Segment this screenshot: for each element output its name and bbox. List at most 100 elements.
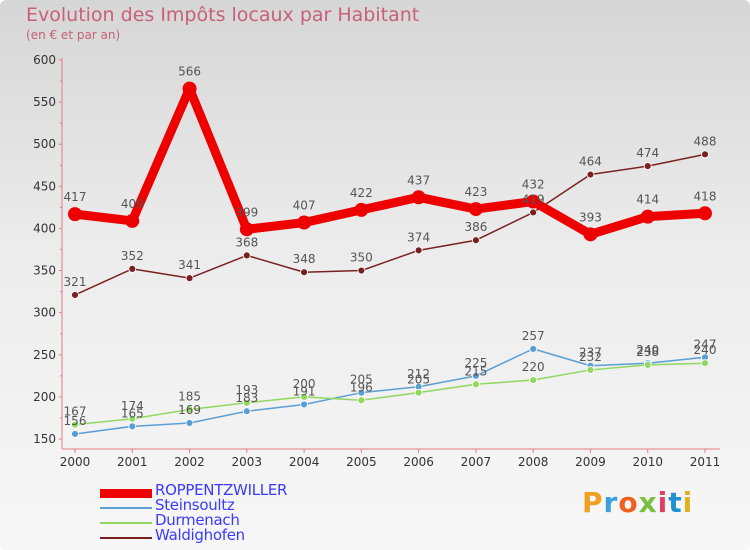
data-point [300, 400, 308, 409]
y-tick-label: 200 [33, 390, 56, 404]
legend-swatch-roppentzwiller [100, 489, 152, 498]
data-point [357, 396, 366, 405]
data-point [526, 194, 541, 209]
data-label: 156 [64, 414, 87, 428]
data-point [128, 422, 137, 431]
logo-letter: P [582, 486, 604, 519]
logo-letter: r [603, 486, 619, 519]
data-label: 407 [293, 199, 316, 213]
data-label: 237 [579, 346, 602, 360]
data-point [411, 190, 426, 205]
y-tick-label: 450 [33, 179, 56, 193]
data-label: 352 [121, 249, 144, 263]
data-label: 488 [694, 134, 717, 148]
data-label: 165 [121, 406, 144, 420]
data-point [185, 405, 194, 414]
data-label: 350 [350, 251, 373, 265]
data-point [182, 81, 197, 96]
data-label: 321 [64, 275, 87, 289]
data-label: 341 [178, 258, 201, 272]
logo-letter: x [638, 486, 658, 519]
data-label: 220 [522, 360, 545, 374]
data-point [643, 162, 652, 171]
chart-subtitle: (en € et par an) [26, 28, 121, 42]
data-point [185, 419, 194, 427]
data-point [239, 222, 254, 237]
x-tick-label: 2000 [60, 455, 91, 469]
data-label: 200 [293, 377, 316, 391]
y-tick-label: 250 [33, 348, 56, 362]
data-label: 437 [407, 173, 430, 187]
data-point [472, 371, 480, 380]
data-label: 167 [64, 405, 87, 419]
series-line-waldighofen [74, 153, 706, 296]
data-point [529, 208, 538, 217]
data-point [414, 246, 423, 255]
data-label: 257 [522, 329, 545, 343]
data-label: 374 [407, 230, 430, 244]
data-label: 174 [121, 399, 144, 413]
data-label: 240 [636, 343, 659, 357]
legend-label: Waldighofen [155, 526, 245, 544]
data-point [586, 366, 595, 374]
y-tick-label: 300 [33, 306, 56, 320]
logo-letter: i [657, 486, 669, 519]
data-label: 418 [694, 189, 717, 203]
data-point [468, 202, 483, 217]
x-tick-label: 2001 [117, 455, 148, 469]
data-point [125, 213, 140, 228]
logo-letter: o [618, 486, 639, 519]
data-label: 474 [636, 146, 659, 160]
data-point [128, 414, 137, 423]
data-point [357, 388, 366, 397]
data-point [698, 206, 712, 221]
data-label: 240 [694, 343, 717, 357]
series-line-durmenach [74, 362, 706, 426]
data-label: 196 [350, 380, 373, 394]
data-label: 193 [235, 383, 258, 397]
x-tick-label: 2011 [690, 455, 721, 469]
y-tick-label: 600 [33, 53, 56, 67]
data-point [583, 227, 598, 242]
y-tick-label: 400 [33, 221, 56, 235]
data-point [242, 398, 251, 407]
data-label: 422 [350, 186, 373, 200]
data-point [297, 215, 312, 230]
data-label: 414 [636, 193, 659, 207]
data-label: 386 [464, 220, 487, 234]
x-tick-label: 2009 [575, 455, 606, 469]
data-point [643, 360, 652, 369]
data-label: 393 [579, 210, 602, 224]
data-label: 566 [178, 65, 201, 79]
data-label: 232 [579, 350, 602, 364]
data-label: 225 [464, 356, 487, 370]
data-point [71, 291, 79, 299]
data-point [529, 376, 538, 384]
data-label: 409 [121, 197, 144, 211]
data-point [701, 150, 709, 159]
series-line-roppentzwiller [70, 84, 710, 239]
y-tick-label: 150 [33, 432, 56, 446]
data-point [68, 207, 82, 222]
data-point [357, 266, 366, 275]
x-tick-label: 2010 [632, 455, 663, 469]
logo-letter: t [668, 486, 683, 519]
data-point [71, 430, 79, 438]
data-point [529, 344, 538, 353]
x-tick-label: 2003 [232, 455, 263, 469]
y-tick-label: 500 [33, 137, 56, 151]
data-label: 169 [178, 403, 201, 417]
x-tick-label: 2007 [461, 455, 492, 469]
logo-letter: i [682, 486, 694, 519]
data-point [354, 202, 369, 217]
proxiti-logo: Proxiti [582, 486, 693, 519]
data-label: 205 [350, 373, 373, 387]
data-point [242, 251, 251, 260]
data-label: 464 [579, 155, 602, 169]
data-label: 368 [235, 235, 258, 249]
legend-swatch-waldighofen [100, 537, 152, 539]
x-tick-label: 2005 [346, 455, 377, 469]
data-label: 432 [522, 177, 545, 191]
data-point [640, 209, 655, 224]
